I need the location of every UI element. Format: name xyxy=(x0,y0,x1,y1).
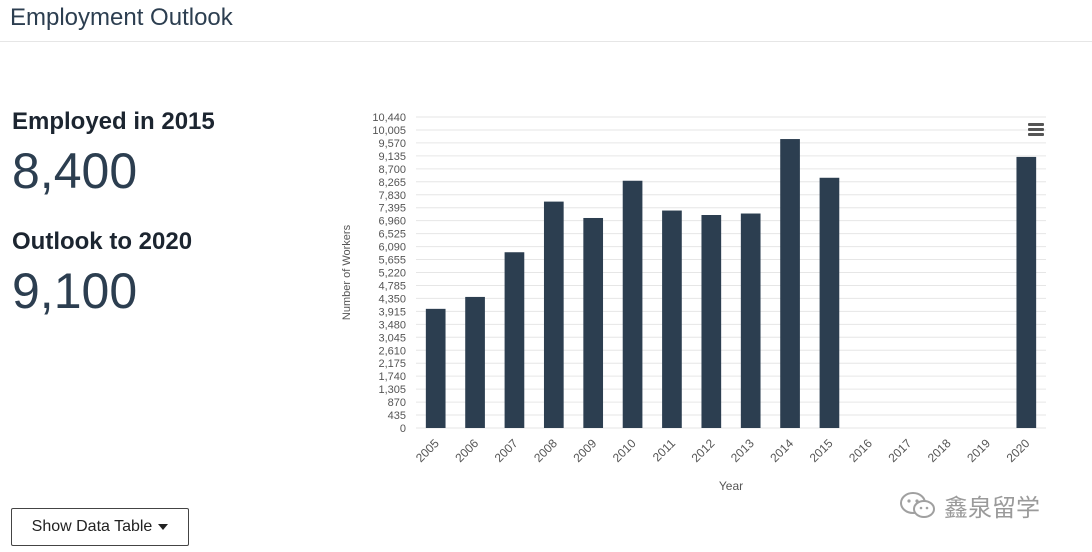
outlook-label: Outlook to 2020 xyxy=(12,228,193,255)
bar-2006[interactable] xyxy=(465,296,485,428)
x-tick-label: 2016 xyxy=(846,436,875,465)
bar-2008[interactable] xyxy=(543,201,564,428)
bars xyxy=(425,139,1037,428)
y-tick-label: 0 xyxy=(400,423,406,435)
y-tick-label: 435 xyxy=(388,410,406,422)
page-header: Employment Outlook xyxy=(0,0,1092,42)
y-tick-label: 8,700 xyxy=(378,164,406,176)
chart-menu-icon[interactable] xyxy=(1028,123,1044,137)
page-title: Employment Outlook xyxy=(10,4,233,31)
bar-2013[interactable] xyxy=(740,213,761,428)
x-tick-label: 2019 xyxy=(964,436,993,465)
bar-2020[interactable] xyxy=(1016,156,1037,428)
bar-2005[interactable] xyxy=(425,308,446,428)
y-tick-label: 4,350 xyxy=(378,293,406,305)
x-tick-label: 2013 xyxy=(728,436,757,465)
show-data-table-label: Show Data Table xyxy=(31,518,153,535)
y-tick-label: 2,610 xyxy=(378,345,406,357)
y-axis-ticks: 04358701,3051,7402,1752,6103,0453,4803,9… xyxy=(372,112,406,435)
y-tick-label: 6,525 xyxy=(378,229,406,241)
employed-value: 8,400 xyxy=(12,143,138,199)
y-tick-label: 7,395 xyxy=(378,203,406,215)
x-tick-label: 2017 xyxy=(886,436,915,465)
y-tick-label: 8,265 xyxy=(378,177,406,189)
x-tick-label: 2005 xyxy=(413,436,442,465)
y-tick-label: 1,305 xyxy=(378,384,406,396)
y-tick-label: 3,915 xyxy=(378,306,406,318)
x-tick-label: 2012 xyxy=(689,436,718,465)
x-tick-label: 2009 xyxy=(571,436,600,465)
y-tick-label: 9,135 xyxy=(378,151,406,163)
y-axis-label: Number of Workers xyxy=(341,224,353,320)
x-tick-label: 2010 xyxy=(610,436,639,465)
y-tick-label: 870 xyxy=(388,397,406,409)
y-tick-label: 6,960 xyxy=(378,216,406,228)
watermark: 鑫泉留学 xyxy=(898,488,1040,523)
employed-label: Employed in 2015 xyxy=(12,108,215,135)
y-tick-label: 7,830 xyxy=(378,190,406,202)
y-tick-label: 2,175 xyxy=(378,358,406,370)
y-tick-label: 9,570 xyxy=(378,138,406,150)
watermark-text: 鑫泉留学 xyxy=(944,495,1040,522)
x-tick-label: 2015 xyxy=(807,436,836,465)
y-tick-label: 10,440 xyxy=(372,112,406,124)
bar-2007[interactable] xyxy=(504,252,525,428)
bar-2009[interactable] xyxy=(583,217,604,428)
x-tick-label: 2011 xyxy=(650,436,678,464)
y-tick-label: 10,005 xyxy=(372,125,406,137)
bar-2014[interactable] xyxy=(780,139,800,428)
y-tick-label: 6,090 xyxy=(378,242,406,254)
x-axis-ticks: 2005 2006 2007 2008 2009 2010 2011 2012 2013 2014… xyxy=(413,436,1033,465)
x-tick-label: 2007 xyxy=(492,436,521,465)
x-tick-label: 2018 xyxy=(925,436,954,465)
y-tick-label: 4,785 xyxy=(378,280,406,292)
y-tick-label: 1,740 xyxy=(378,371,406,383)
x-tick-label: 2008 xyxy=(531,436,560,465)
y-tick-label: 3,045 xyxy=(378,332,406,344)
x-tick-label: 2006 xyxy=(452,436,481,465)
y-tick-label: 3,480 xyxy=(378,319,406,331)
y-tick-label: 5,220 xyxy=(378,268,406,280)
x-tick-label: 2020 xyxy=(1004,436,1033,465)
bar-2011[interactable] xyxy=(662,210,682,428)
y-tick-label: 5,655 xyxy=(378,255,406,267)
x-axis-label: Year xyxy=(719,479,743,493)
bar-2010[interactable] xyxy=(622,180,643,428)
bar-2012[interactable] xyxy=(701,215,722,428)
wechat-icon xyxy=(900,491,935,518)
outlook-value: 9,100 xyxy=(12,263,138,319)
x-tick-label: 2014 xyxy=(767,436,796,465)
show-data-table-button[interactable]: Show Data Table xyxy=(11,508,189,546)
employment-bar-chart: 04358701,3051,7402,1752,6103,0453,4803,9… xyxy=(341,112,1046,493)
caret-down-icon xyxy=(158,524,169,530)
bar-2015[interactable] xyxy=(819,177,840,428)
